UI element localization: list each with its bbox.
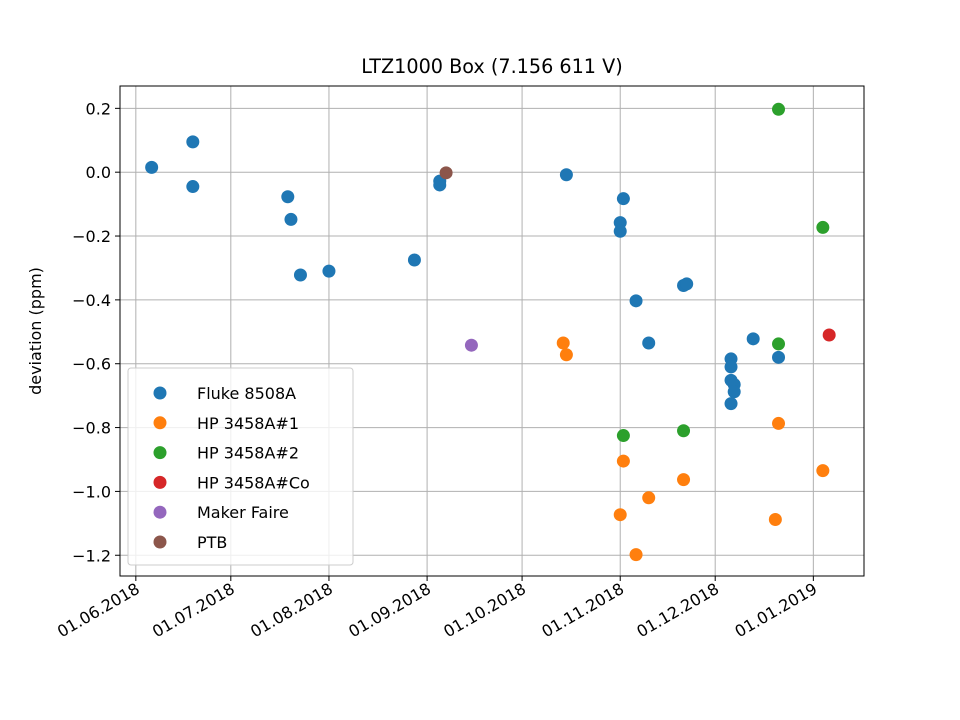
legend-marker xyxy=(153,475,167,489)
data-point xyxy=(772,350,786,364)
y-tick-label: 0.0 xyxy=(86,163,111,182)
data-point xyxy=(186,180,200,194)
data-point xyxy=(746,332,760,346)
data-point xyxy=(772,416,786,430)
legend-label: Maker Faire xyxy=(197,503,289,522)
y-tick-label: −0.8 xyxy=(72,419,111,438)
data-point xyxy=(772,337,786,351)
chart-title: LTZ1000 Box (7.156 611 V) xyxy=(361,55,622,78)
data-point xyxy=(816,464,830,478)
data-point xyxy=(724,360,738,374)
data-point xyxy=(642,336,656,350)
legend-label: HP 3458A#1 xyxy=(197,414,299,433)
y-tick-label: −0.2 xyxy=(72,227,111,246)
legend-label: Fluke 8508A xyxy=(197,384,296,403)
data-point xyxy=(727,385,741,399)
data-point xyxy=(629,294,643,308)
data-point xyxy=(407,253,421,267)
data-point xyxy=(281,190,295,204)
data-point xyxy=(616,429,630,443)
data-point xyxy=(293,268,307,282)
data-point xyxy=(613,508,627,522)
data-point xyxy=(613,224,627,238)
y-tick-label: −0.4 xyxy=(72,291,111,310)
y-tick-label: 0.2 xyxy=(86,99,111,118)
plot-frame xyxy=(119,85,865,577)
y-tick-label: −1.2 xyxy=(72,546,111,565)
data-point xyxy=(680,277,694,291)
data-point xyxy=(464,338,478,352)
data-point xyxy=(556,336,570,350)
legend-marker xyxy=(153,416,167,430)
legend-box xyxy=(127,367,354,566)
data-points xyxy=(145,102,836,562)
legend-label: HP 3458A#Co xyxy=(197,473,310,492)
grid-lines xyxy=(120,86,864,576)
data-point xyxy=(724,397,738,411)
data-point xyxy=(559,348,573,362)
legend-label: PTB xyxy=(197,533,227,552)
data-point xyxy=(642,491,656,505)
data-point xyxy=(439,166,453,180)
data-point xyxy=(816,220,830,234)
data-point xyxy=(186,135,200,149)
data-point xyxy=(433,178,447,192)
legend: Fluke 8508A HP 3458A#1 HP 3458A#2 HP 3458A#… xyxy=(127,367,354,566)
y-tick-label: −0.6 xyxy=(72,355,111,374)
legend-marker xyxy=(153,446,167,460)
legend-marker xyxy=(153,386,167,400)
data-point xyxy=(145,160,159,174)
data-point xyxy=(677,473,691,487)
data-point xyxy=(559,168,573,182)
data-point xyxy=(629,548,643,562)
legend-marker xyxy=(153,535,167,549)
data-point xyxy=(677,424,691,438)
data-point xyxy=(616,454,630,468)
data-point xyxy=(322,264,336,278)
y-tick-label: −1.0 xyxy=(72,482,111,501)
data-point xyxy=(768,512,782,526)
legend-marker xyxy=(153,505,167,519)
data-point xyxy=(284,212,298,226)
y-axis-label: deviation (ppm) xyxy=(26,267,45,395)
data-point xyxy=(616,192,630,206)
legend-label: HP 3458A#2 xyxy=(197,444,299,463)
data-point xyxy=(822,328,836,342)
data-point xyxy=(772,102,786,116)
